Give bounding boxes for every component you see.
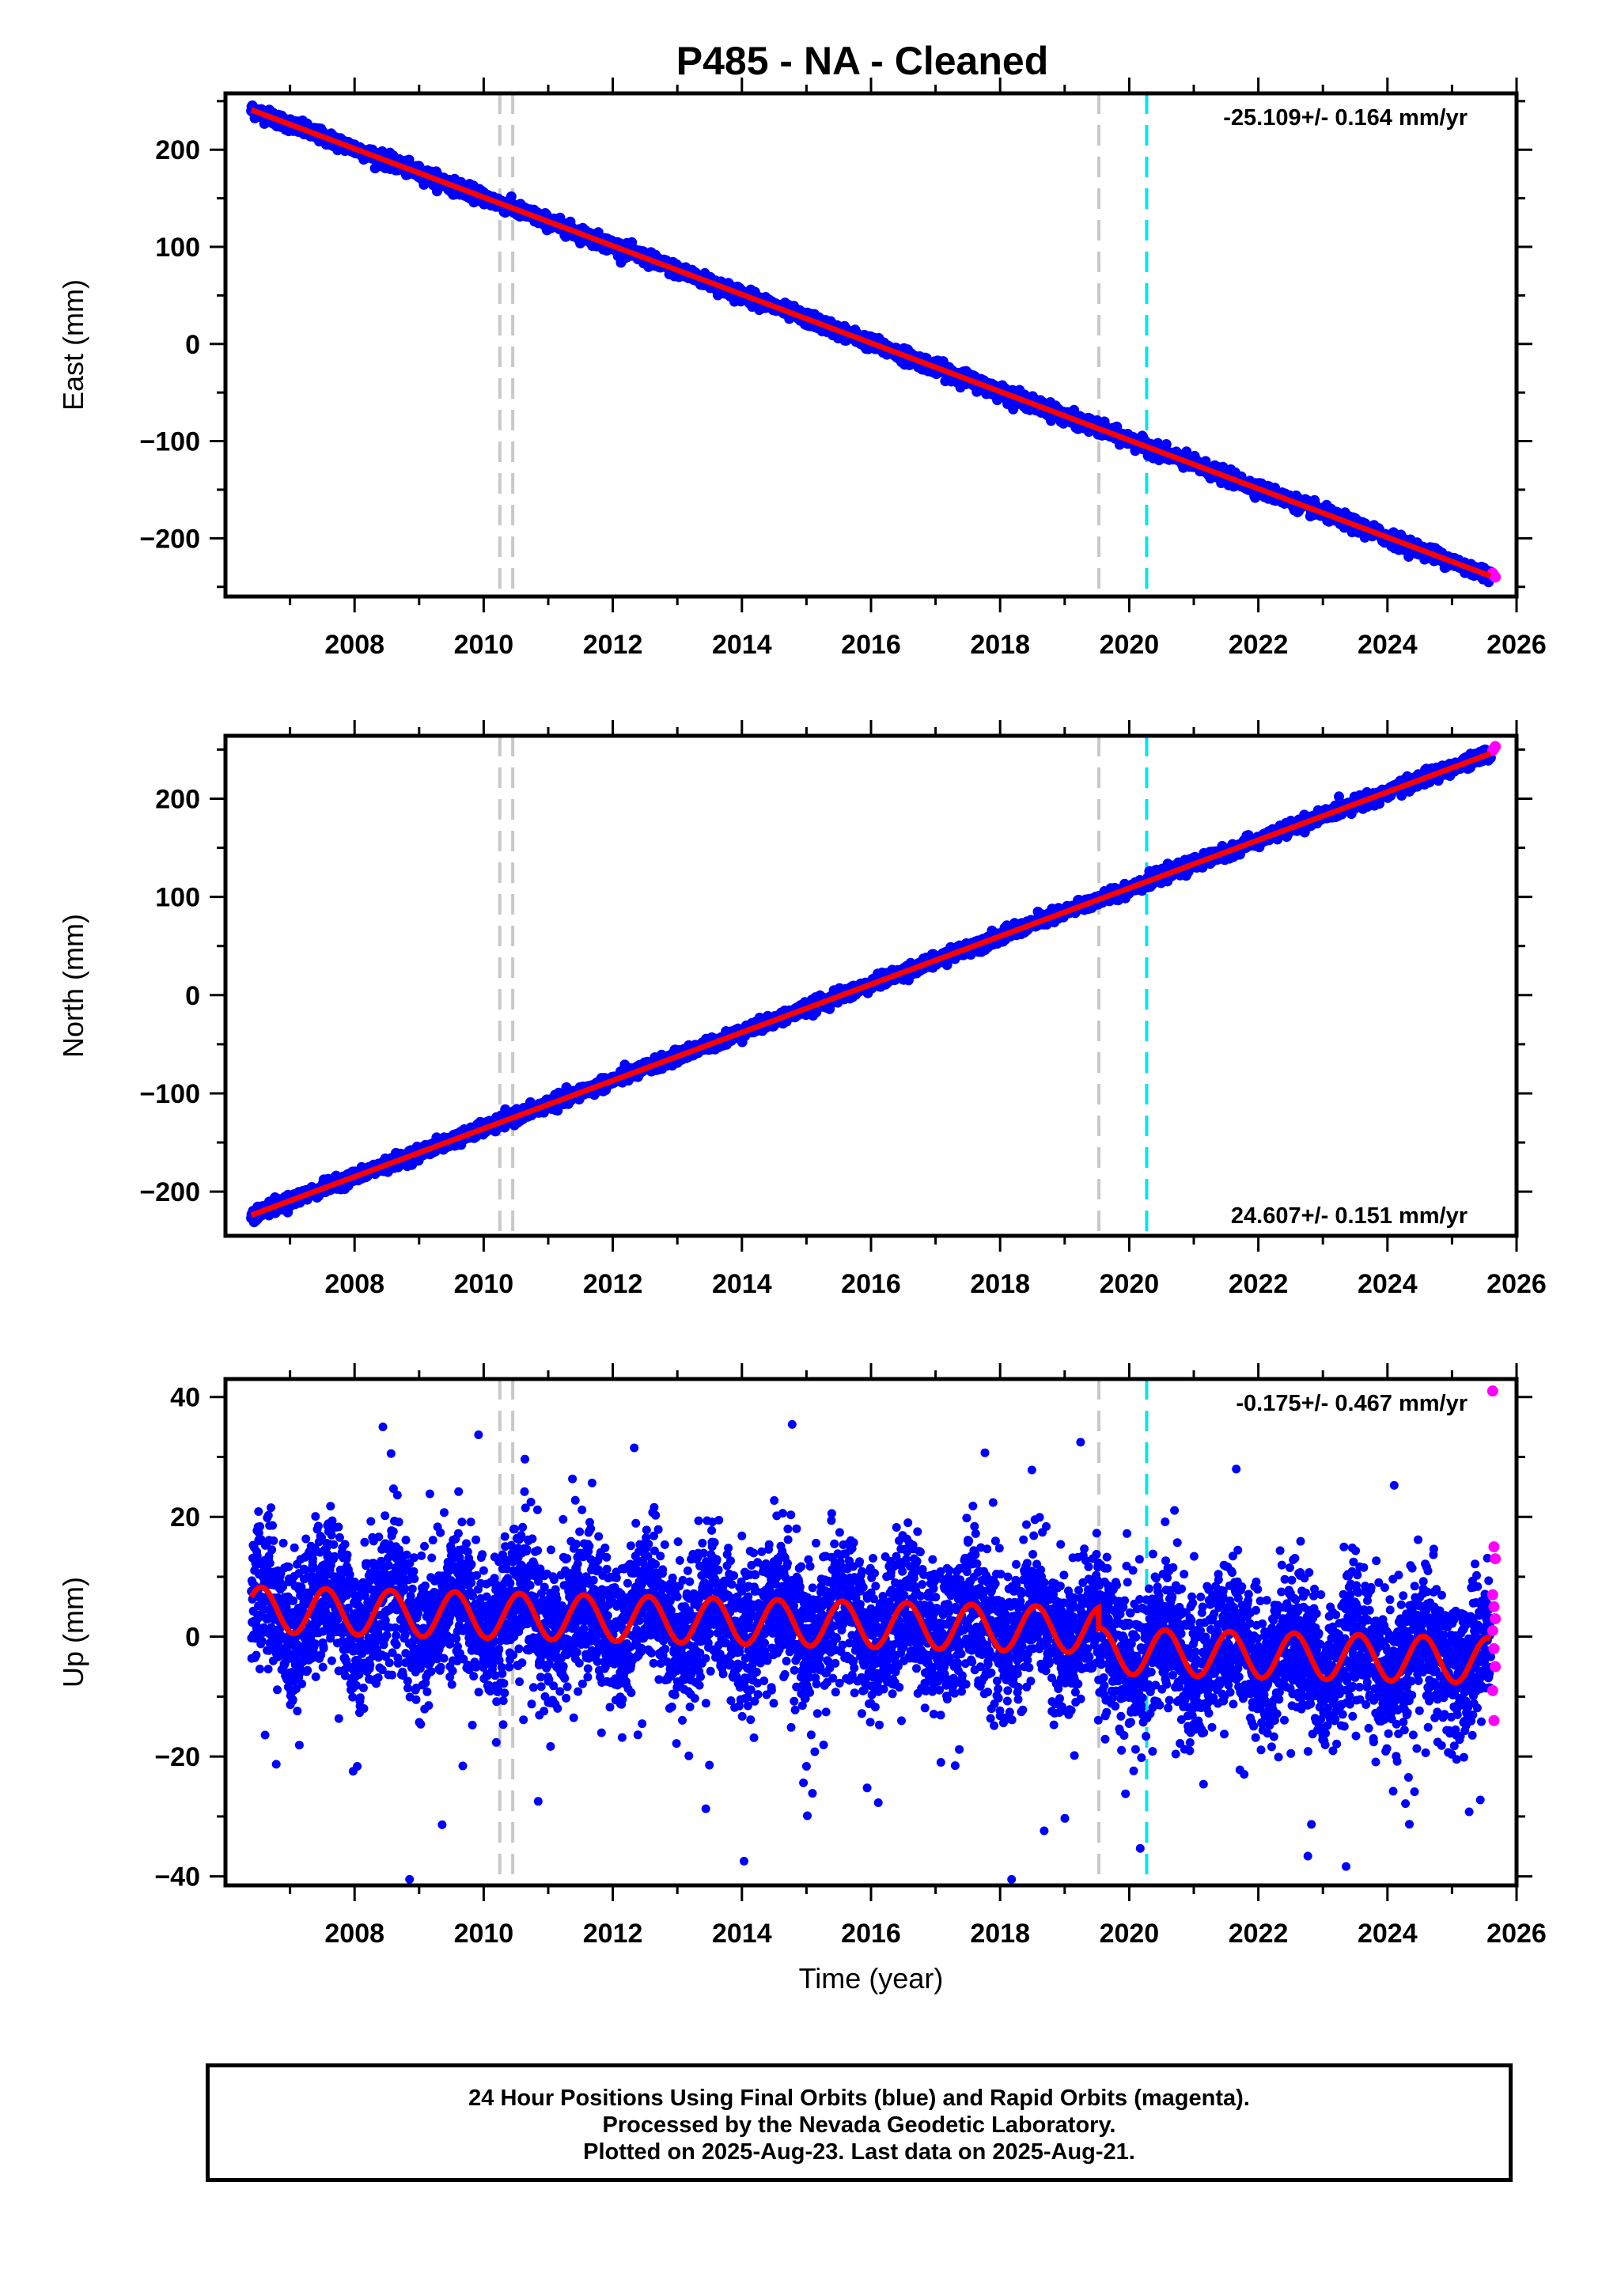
- figure-title: P485 - NA - Cleaned: [676, 39, 1049, 83]
- y-tick-label: 100: [155, 233, 200, 263]
- rapid-point: [1490, 571, 1502, 583]
- x-tick-label: 2020: [1100, 630, 1160, 660]
- panel-north: 2008 2010 2012 2014 2016 2018 2020 2022 2024 2026…: [57, 720, 1547, 1299]
- panels: 2008 2010 2012 2014 2016 2018 2020 2022 2024 2026…: [57, 78, 1547, 1995]
- x-tick-label: 2008: [324, 630, 384, 660]
- y-tick-label: −100: [139, 427, 200, 457]
- x-tick-label: 2024: [1358, 630, 1418, 660]
- x-tick-label: 2026: [1486, 630, 1547, 660]
- model-fit-line: [250, 107, 1492, 579]
- velocity-label: -25.109+/- 0.164 mm/yr: [1223, 105, 1468, 131]
- y-tick-label: 0: [185, 330, 200, 360]
- x-tick-label: 2010: [454, 630, 514, 660]
- y-tick-label: 200: [155, 135, 200, 165]
- x-tick-label: 2016: [841, 630, 901, 660]
- panel-east: 2008 2010 2012 2014 2016 2018 2020 2022 2024 2026…: [57, 78, 1547, 660]
- x-tick-label: 2012: [583, 630, 643, 660]
- x-tick-label: 2022: [1229, 630, 1289, 660]
- x-tick-label: 2018: [970, 630, 1030, 660]
- y-axis-label: East (mm): [57, 279, 89, 411]
- y-tick-label: −200: [139, 524, 200, 554]
- x-tick-label: 2014: [712, 630, 772, 660]
